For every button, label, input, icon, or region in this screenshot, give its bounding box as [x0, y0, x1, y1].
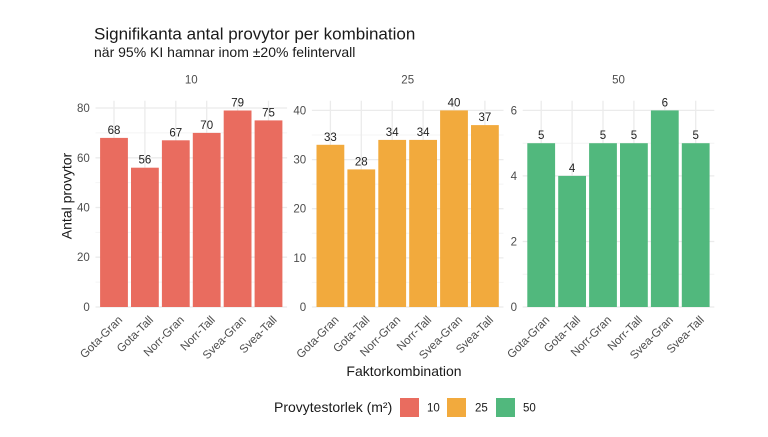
svg-text:6: 6: [662, 97, 668, 109]
svg-text:10: 10: [293, 253, 306, 265]
svg-text:79: 79: [231, 98, 244, 110]
svg-text:Signifikanta antal provytor pe: Signifikanta antal provytor per kombinat…: [94, 25, 415, 44]
svg-text:40: 40: [293, 105, 306, 117]
svg-text:50: 50: [612, 75, 625, 87]
svg-text:25: 25: [401, 75, 414, 87]
svg-text:40: 40: [448, 97, 461, 109]
svg-text:68: 68: [108, 125, 121, 137]
svg-text:25: 25: [475, 403, 488, 415]
svg-text:56: 56: [139, 155, 152, 167]
svg-text:50: 50: [523, 403, 536, 415]
svg-text:4: 4: [569, 163, 576, 175]
svg-text:60: 60: [77, 153, 90, 165]
svg-text:37: 37: [479, 112, 492, 124]
svg-text:20: 20: [77, 252, 90, 264]
svg-text:2: 2: [511, 237, 517, 249]
svg-text:34: 34: [417, 127, 430, 139]
svg-text:Antal provytor: Antal provytor: [59, 152, 75, 239]
svg-text:4: 4: [511, 171, 518, 183]
svg-text:33: 33: [324, 132, 337, 144]
svg-text:0: 0: [300, 302, 306, 314]
svg-text:10: 10: [185, 75, 198, 87]
svg-text:80: 80: [77, 103, 90, 115]
svg-text:28: 28: [355, 156, 368, 168]
svg-text:0: 0: [83, 302, 89, 314]
svg-text:6: 6: [511, 105, 517, 117]
svg-text:5: 5: [600, 130, 606, 142]
svg-text:10: 10: [427, 403, 440, 415]
svg-text:Provytestorlek (m²): Provytestorlek (m²): [274, 399, 392, 415]
svg-text:Faktorkombination: Faktorkombination: [346, 363, 461, 379]
svg-text:30: 30: [293, 155, 306, 167]
svg-text:5: 5: [538, 130, 544, 142]
svg-text:när 95% KI hamnar inom ±20% fe: när 95% KI hamnar inom ±20% felintervall: [94, 44, 355, 60]
svg-text:40: 40: [77, 203, 90, 215]
svg-text:67: 67: [169, 127, 182, 139]
svg-text:5: 5: [692, 130, 698, 142]
svg-text:20: 20: [293, 204, 306, 216]
svg-text:5: 5: [631, 130, 637, 142]
svg-text:34: 34: [386, 127, 399, 139]
svg-text:0: 0: [511, 302, 517, 314]
svg-text:70: 70: [200, 120, 213, 132]
svg-text:75: 75: [262, 107, 275, 119]
